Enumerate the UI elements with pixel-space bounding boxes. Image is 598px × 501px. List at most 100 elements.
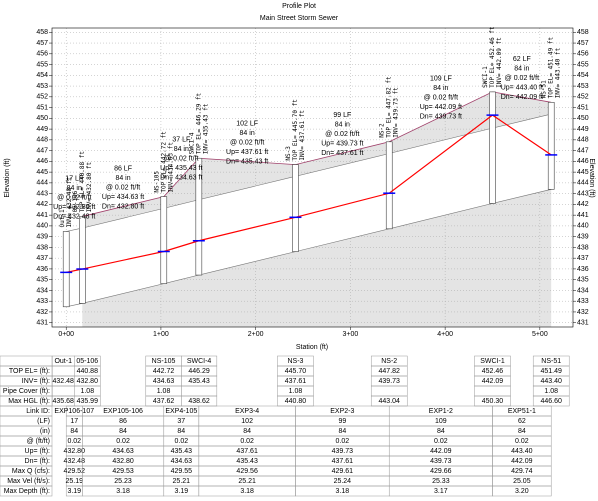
- node-value: 432.80: [77, 378, 99, 385]
- node-label: TOP EL= 451.49 ft: [548, 37, 555, 99]
- node-value: 438.62: [188, 398, 210, 405]
- node-value: 452.46: [482, 368, 504, 375]
- link-label: 84 in: [514, 65, 529, 72]
- chart-subtitle: Main Street Storm Sewer: [260, 15, 339, 22]
- structure: [62, 231, 70, 308]
- table-row-label: @ (ft/ft): [27, 438, 50, 445]
- pipe: [492, 113, 552, 204]
- y2-tick-label: 456: [577, 51, 589, 58]
- link-name: EXP3-4: [235, 408, 259, 415]
- y-tick-label: 458: [36, 29, 48, 36]
- node-cell: [370, 385, 408, 397]
- y-tick-label: 440: [36, 223, 48, 230]
- x-tick-label: 4+00: [437, 331, 453, 338]
- link-value: 442.09: [430, 448, 452, 455]
- link-value: 437.61: [332, 458, 354, 465]
- node-label: TOP EL= 447.82 ft: [386, 76, 393, 138]
- node-cell: [181, 385, 218, 397]
- y-tick-label: 438: [36, 244, 48, 251]
- y2-tick-label: 457: [577, 40, 589, 47]
- node-value: 442.72: [153, 368, 175, 375]
- link-name: EXP4-105: [165, 408, 197, 415]
- structure: [195, 157, 203, 276]
- link-value: 25.19: [65, 478, 83, 485]
- node-label: INV= 434.63 ft: [167, 142, 174, 193]
- x-tick-label: 1+00: [153, 331, 169, 338]
- y-tick-label: 444: [36, 180, 48, 187]
- link-label: 17 LF: [65, 175, 83, 182]
- link-label: Up= 437.61 ft: [226, 149, 268, 156]
- node-value: 445.70: [285, 368, 307, 375]
- y2-tick-label: 451: [577, 104, 589, 111]
- link-value: 3.18: [240, 488, 254, 495]
- table-row-label: Max Q (cfs):: [12, 468, 50, 475]
- link-label: 37 LF: [172, 136, 190, 143]
- node-value: 435.43: [188, 378, 210, 385]
- link-label: Up= 439.73 ft: [321, 141, 363, 148]
- node-label: INV= 439.73 ft: [393, 87, 400, 138]
- x-tick-label: 2+00: [248, 331, 264, 338]
- node-value: 1.08: [544, 388, 558, 395]
- link-name: EXP105-106: [103, 408, 143, 415]
- y-tick-label: 443: [36, 190, 48, 197]
- link-label: @ 0.02 ft/ft: [230, 139, 264, 146]
- link-name: EXP1-2: [429, 408, 453, 415]
- table-row-label: (in): [40, 428, 50, 435]
- node-label: INV= 435.43 ft: [202, 103, 209, 154]
- y-tick-label: 434: [36, 287, 48, 294]
- node-value: 440.88: [77, 368, 99, 375]
- link-value: 429.56: [236, 468, 258, 475]
- y2-tick-label: 443: [577, 190, 589, 197]
- link-label: Dn= 432.80 ft: [102, 203, 144, 210]
- link-value: 442.09: [511, 458, 533, 465]
- table-label-cell: [0, 485, 53, 497]
- node-label: TOP EL= 446.29 ft: [195, 92, 202, 154]
- node-value: 446.60: [541, 398, 563, 405]
- y-axis-label: Elevation (ft): [4, 158, 11, 197]
- link-value: 435.43: [236, 458, 258, 465]
- y-tick-label: 456: [36, 51, 48, 58]
- node-value: 1.08: [80, 388, 94, 395]
- link-value: 0.02: [434, 438, 448, 445]
- link-value: 84: [243, 428, 251, 435]
- link-label: 84 in: [240, 130, 255, 137]
- node-label: SWCI-4: [188, 132, 195, 154]
- y2-tick-label: 434: [577, 287, 589, 294]
- y-tick-label: 446: [36, 158, 48, 165]
- y-tick-label: 454: [36, 72, 48, 79]
- node-value: 450.30: [482, 398, 504, 405]
- node-label: NS-105: [153, 171, 160, 193]
- link-value: 25.21: [173, 478, 191, 485]
- link-value: 84: [70, 428, 78, 435]
- link-label: Dn= 442.09 ft: [501, 94, 543, 101]
- node-cell: [474, 385, 511, 397]
- link-value: 429.66: [430, 468, 452, 475]
- y-tick-label: 437: [36, 255, 48, 262]
- x-tick-label: 3+00: [343, 331, 359, 338]
- y2-tick-label: 453: [577, 83, 589, 90]
- node-label: INV= 432.48 ft: [66, 177, 73, 228]
- chart-title: Profile Plot: [282, 3, 316, 10]
- node-cell: [51, 365, 75, 377]
- node-value: 437.62: [153, 398, 175, 405]
- table-row-label: Dn= (ft):: [25, 458, 51, 465]
- link-value: 25.23: [114, 478, 132, 485]
- link-label: Up= 434.63 ft: [102, 194, 144, 201]
- link-value: 3.18: [336, 488, 350, 495]
- link-label: 84 in: [335, 122, 350, 129]
- y2-tick-label: 446: [577, 158, 589, 165]
- structure: [489, 91, 496, 204]
- y2-tick-label: 433: [577, 298, 589, 305]
- table-row-label: TOP EL= (ft):: [9, 368, 50, 375]
- link-value: 3.18: [116, 488, 130, 495]
- y2-tick-label: 437: [577, 255, 589, 262]
- structure: [385, 141, 393, 230]
- link-value: 109: [435, 418, 447, 425]
- y2-tick-label: 448: [577, 137, 589, 144]
- node-name: NS-105: [152, 358, 176, 365]
- link-cell: [492, 485, 552, 497]
- node-value: 1.08: [289, 388, 303, 395]
- table-row-label: Link ID:: [26, 408, 50, 415]
- y2-tick-label: 454: [577, 72, 589, 79]
- link-value: 432.80: [112, 458, 134, 465]
